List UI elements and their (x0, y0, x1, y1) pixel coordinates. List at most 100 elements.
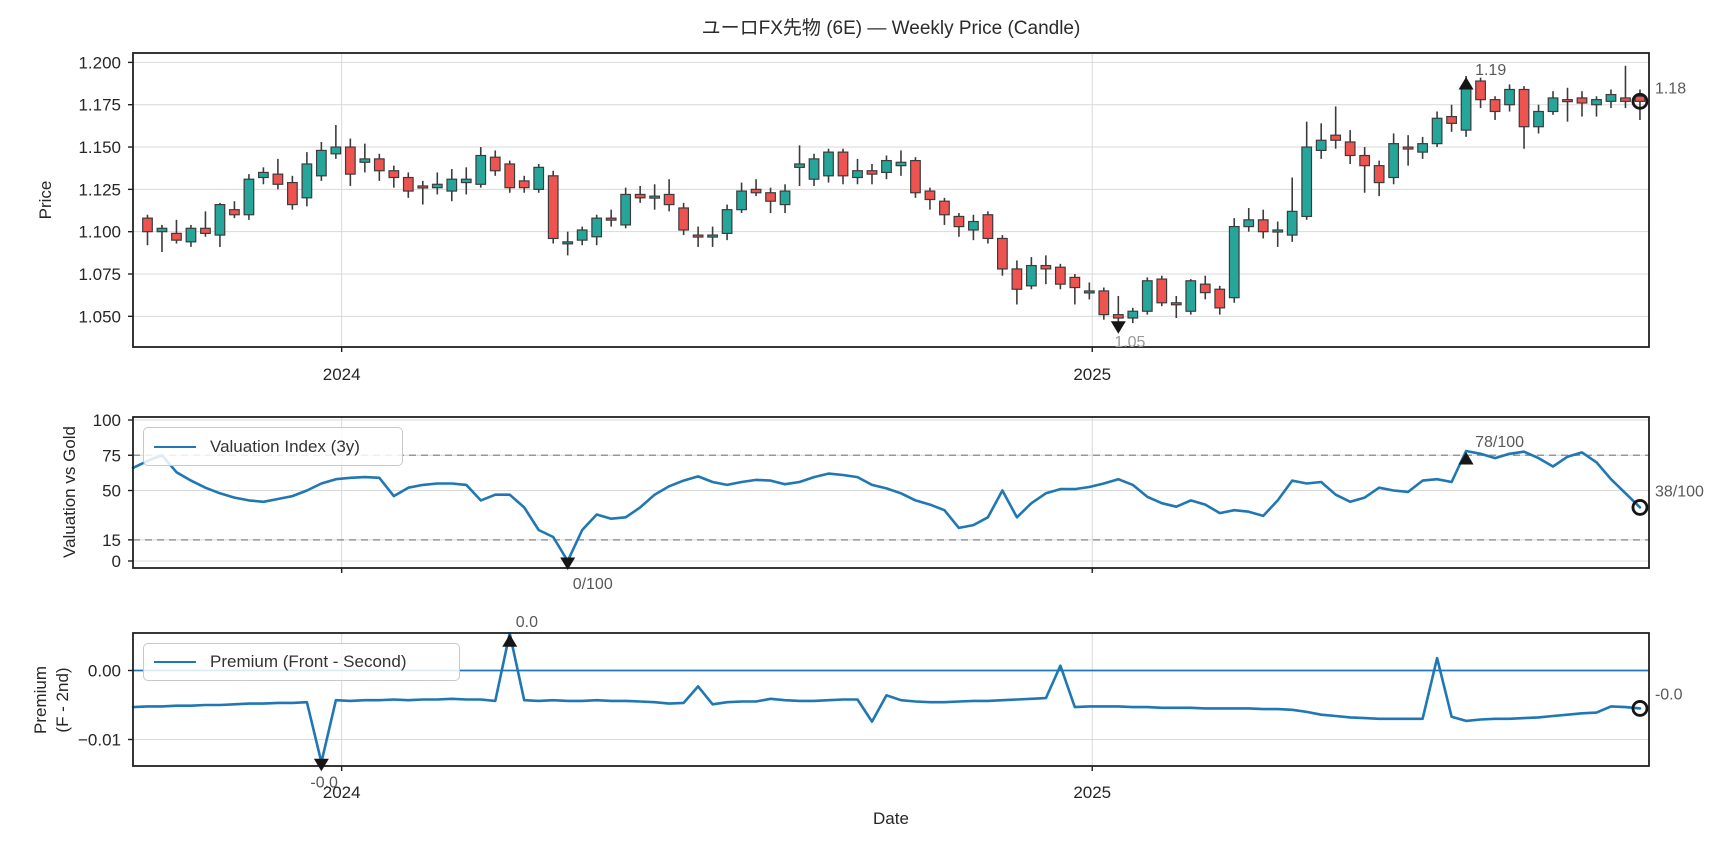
candle-down (1576, 97, 1588, 104)
annotation-label: 38/100 (1655, 483, 1704, 500)
y-tick-label: 1.175 (78, 96, 121, 115)
candle-down (1054, 266, 1066, 285)
candle-down (1373, 165, 1385, 184)
premium-panel: 0.00 −0.01 0.0 -0.0 -0.0 (78, 614, 1683, 791)
candle-up (1388, 143, 1400, 179)
peak-marker-icon (1458, 452, 1474, 465)
candle-down (939, 200, 950, 216)
candle-up (881, 159, 892, 174)
candle-up (1431, 117, 1443, 145)
candle-up (431, 183, 443, 189)
candle-up (852, 170, 863, 179)
y-tick-label: 50 (102, 482, 121, 501)
candle-down (1199, 283, 1211, 294)
candle-up (1243, 219, 1255, 228)
candle-up (721, 209, 733, 234)
candle-up (1286, 210, 1298, 236)
candle-down (678, 207, 690, 231)
candle-up (823, 151, 834, 177)
candle-up (895, 161, 907, 167)
candle-down (1359, 154, 1371, 167)
candle-down (910, 159, 921, 194)
candle-down (996, 237, 1008, 270)
y-tick-label: 1.200 (78, 53, 121, 72)
candle-up (475, 154, 487, 185)
price-x-tick-label: 2024 (323, 365, 361, 384)
candle-down (402, 176, 414, 192)
trough-marker-icon (313, 758, 329, 772)
candle-up (1460, 85, 1472, 131)
y-tick-label: 1.050 (78, 307, 121, 326)
candle-down (504, 163, 516, 189)
candle-down (634, 193, 646, 199)
trough-marker-icon (560, 557, 576, 571)
price-x-tick-label: 2025 (1073, 365, 1111, 384)
candle-up (330, 146, 342, 155)
premium-legend: Premium (Front - Second) (143, 643, 460, 681)
candle-down (765, 192, 776, 202)
candle-up (243, 178, 255, 216)
candle-down (1446, 115, 1457, 124)
candle-down (1402, 146, 1414, 150)
y-tick-label: 0.00 (88, 662, 121, 681)
peak-marker-icon (502, 634, 518, 647)
trough-marker-icon (1110, 321, 1126, 334)
candle-down (344, 146, 356, 175)
candle-up (794, 163, 805, 168)
candle-down (286, 181, 298, 206)
y-tick-label: 15 (102, 531, 121, 550)
candle-up (460, 178, 472, 184)
candle-down (750, 188, 762, 194)
annotation-label: 0/100 (573, 576, 613, 593)
candle-down (924, 190, 936, 201)
y-tick-label: −0.01 (78, 730, 121, 749)
candle-up (1533, 110, 1544, 128)
candle-up (736, 190, 747, 211)
candle-down (272, 173, 284, 185)
candle-down (1040, 264, 1052, 270)
candle-up (1605, 93, 1617, 102)
last-value-marker-icon (1631, 499, 1649, 516)
candle-down (373, 158, 385, 172)
candle-down (692, 234, 704, 238)
annotation-label: 1.18 (1655, 80, 1686, 97)
candle-down (1098, 290, 1110, 316)
candle-up (1504, 88, 1515, 106)
candle-up (185, 227, 197, 243)
candle-down (388, 170, 400, 179)
annotation-label: 0.0 (516, 614, 538, 631)
x-axis-label: Date (873, 809, 909, 828)
premium-x-tick-label: 2024 (323, 783, 361, 802)
candle-up (779, 190, 791, 206)
candle-up (359, 158, 371, 163)
premium-line (131, 631, 1642, 764)
candle-down (982, 214, 994, 240)
candle-down (1330, 134, 1342, 141)
candle-up (1025, 264, 1037, 287)
candle-down (417, 185, 429, 189)
candle-down (663, 193, 675, 206)
candle-down (837, 151, 849, 177)
valuation-legend: Valuation Index (3y) (143, 427, 403, 466)
candle-up (1185, 280, 1197, 312)
candle-down (1620, 97, 1631, 102)
candle-up (1547, 97, 1559, 113)
x-axis-labels: 2024 2024 2025 2025 (323, 365, 1111, 802)
annotation-label: 1.19 (1475, 62, 1506, 79)
annotation-label: -0.0 (310, 774, 338, 791)
annotation-label: -0.0 (1655, 686, 1683, 703)
candle-down (605, 217, 617, 221)
candle-down (1069, 276, 1081, 289)
candle-up (620, 193, 632, 226)
candle-up (808, 158, 820, 180)
y-tick-label: 1.075 (78, 265, 121, 284)
candle-up (315, 149, 327, 177)
candle-up (1228, 226, 1240, 299)
candle-down (1475, 80, 1486, 101)
candle-up (707, 234, 718, 238)
candle-up (591, 217, 603, 238)
premium-axis-label-line2: (F - 2nd) (53, 667, 72, 733)
candle-up (214, 203, 226, 236)
candle-down (1170, 302, 1182, 306)
